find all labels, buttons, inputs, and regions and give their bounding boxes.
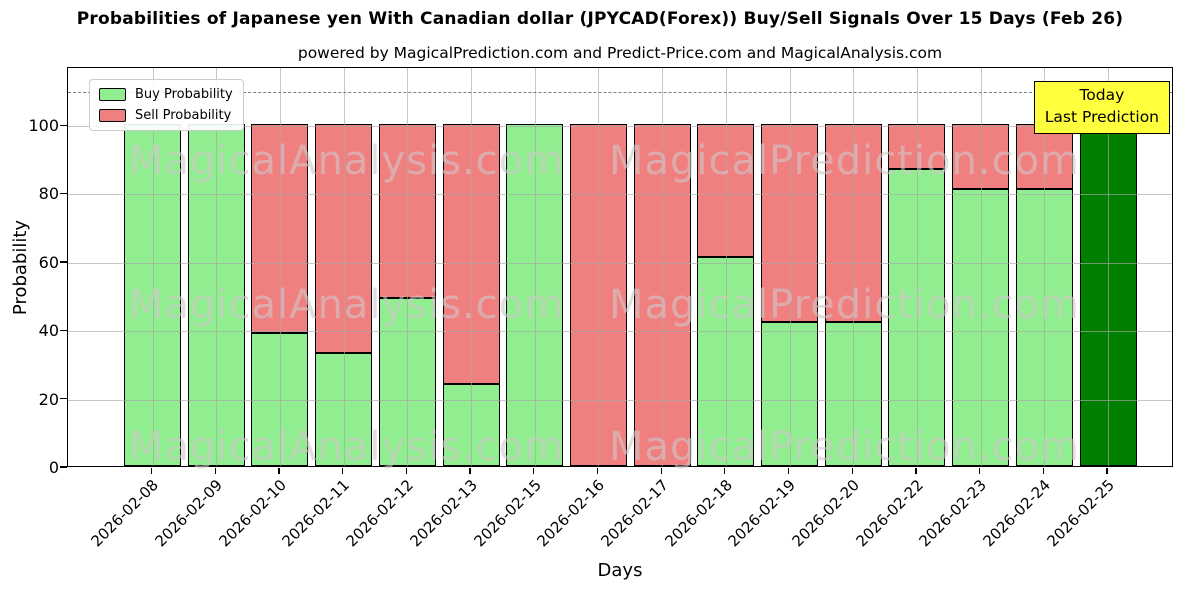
y-tick-mark-40 [60,329,67,331]
y-tick-label-60: 60 [38,252,59,272]
x-tick-label-2026-02-10: 2026-02-10 [215,476,290,551]
h-gridline-80 [68,194,1172,196]
v-gridline-2026-02-08 [152,68,154,466]
v-gridline-2026-02-22 [916,68,918,466]
x-tick-label-2026-02-18: 2026-02-18 [661,476,736,551]
v-gridline-2026-02-25 [1108,68,1109,466]
x-tick-mark-2026-02-24 [1042,468,1044,474]
x-tick-label-2026-02-16: 2026-02-16 [533,476,609,551]
y-tick-label-80: 80 [38,184,59,204]
x-tick-mark-2026-02-10 [278,468,280,474]
x-tick-label-2026-02-08: 2026-02-08 [87,476,163,551]
v-gridline-2026-02-16 [598,68,600,466]
x-tick-mark-2026-02-16 [596,468,599,474]
y-tick-label-40: 40 [38,321,59,341]
x-tick-mark-2026-02-09 [214,468,216,474]
x-tick-label-2026-02-25: 2026-02-25 [1043,476,1118,551]
v-gridline-2026-02-15 [534,68,536,466]
today-annotation: Today Last Prediction [1033,81,1170,134]
y-tick-mark-100 [60,124,67,126]
watermark-left-1: MagicalAnalysis.com [129,282,565,328]
x-tick-label-2026-02-09: 2026-02-09 [151,476,226,551]
v-gridline-2026-02-24 [1044,68,1046,466]
watermark-right-1: MagicalPrediction.com [609,282,1080,328]
chart-subtitle: powered by MagicalPrediction.com and Pre… [297,44,943,62]
v-gridline-2026-02-17 [662,68,664,466]
x-tick-label-2026-02-12: 2026-02-12 [342,476,418,551]
v-gridline-2026-02-20 [853,68,855,466]
x-tick-mark-2026-02-25 [1106,468,1108,474]
x-tick-label-2026-02-11: 2026-02-11 [278,476,354,551]
h-gridline-100 [68,126,1172,128]
x-tick-mark-2026-02-19 [787,468,790,474]
legend-label-sell: Sell Probability [135,108,232,123]
y-tick-label-100: 100 [28,116,59,136]
x-tick-label-2026-02-17: 2026-02-17 [597,476,672,551]
y-tick-mark-60 [60,261,67,263]
legend-label-buy: Buy Probability [135,87,233,102]
x-tick-mark-2026-02-17 [660,468,662,474]
x-tick-mark-2026-02-11 [342,468,344,474]
x-tick-mark-2026-02-12 [405,468,407,474]
legend: Buy Probability Sell Probability [89,79,244,131]
y-tick-mark-80 [60,192,67,195]
x-tick-mark-2026-02-23 [979,468,981,474]
x-tick-label-2026-02-15: 2026-02-15 [470,476,545,551]
x-tick-mark-2026-02-15 [533,468,535,474]
h-gridline-20 [68,399,1172,401]
x-tick-label-2026-02-20: 2026-02-20 [788,476,863,551]
watermark-left-2: MagicalAnalysis.com [129,424,565,470]
x-axis-label: Days [597,560,643,581]
today-annotation-line1: Today [1079,86,1125,104]
x-tick-mark-2026-02-20 [851,468,853,474]
x-tick-mark-2026-02-22 [915,468,917,474]
sell-swatch-icon [99,109,126,122]
buy-swatch-icon [99,88,126,101]
v-gridline-2026-02-18 [725,68,727,466]
y-tick-label-0: 0 [48,458,59,477]
v-gridline-2026-02-19 [789,68,791,466]
x-tick-label-2026-02-22: 2026-02-22 [852,476,927,551]
x-tick-mark-2026-02-08 [150,468,153,474]
y-tick-mark-20 [60,398,67,400]
h-gridline-60 [68,262,1172,264]
x-tick-label-2026-02-13: 2026-02-13 [406,476,481,551]
y-tick-label-20: 20 [38,389,59,409]
v-gridline-2026-02-12 [407,68,409,466]
today-annotation-line2: Last Prediction [1044,108,1159,127]
threshold-dashed-line [68,91,1172,93]
plot-area: MagicalAnalysis.com MagicalPrediction.com… [67,67,1173,470]
v-gridline-2026-02-13 [471,68,472,466]
x-tick-label-2026-02-23: 2026-02-23 [915,476,991,551]
v-gridline-2026-02-23 [980,68,982,466]
x-tick-label-2026-02-19: 2026-02-19 [724,476,800,551]
watermark-right-0: MagicalPrediction.com [609,138,1080,184]
x-tick-label-2026-02-24: 2026-02-24 [979,476,1055,551]
x-tick-mark-2026-02-13 [469,468,471,474]
x-tick-mark-2026-02-18 [724,468,726,474]
v-gridline-2026-02-11 [343,68,345,466]
y-tick-mark-0 [60,466,67,468]
v-gridline-2026-02-09 [216,68,218,466]
h-gridline-40 [68,331,1172,333]
legend-item-buy: Buy Probability [99,87,233,102]
watermark-left-0: MagicalAnalysis.com [129,138,565,184]
chart-title: Probabilities of Japanese yen With Canad… [76,9,1124,29]
v-gridline-2026-02-10 [279,68,281,466]
watermark-right-2: MagicalPrediction.com [609,424,1080,470]
legend-item-sell: Sell Probability [99,108,233,123]
